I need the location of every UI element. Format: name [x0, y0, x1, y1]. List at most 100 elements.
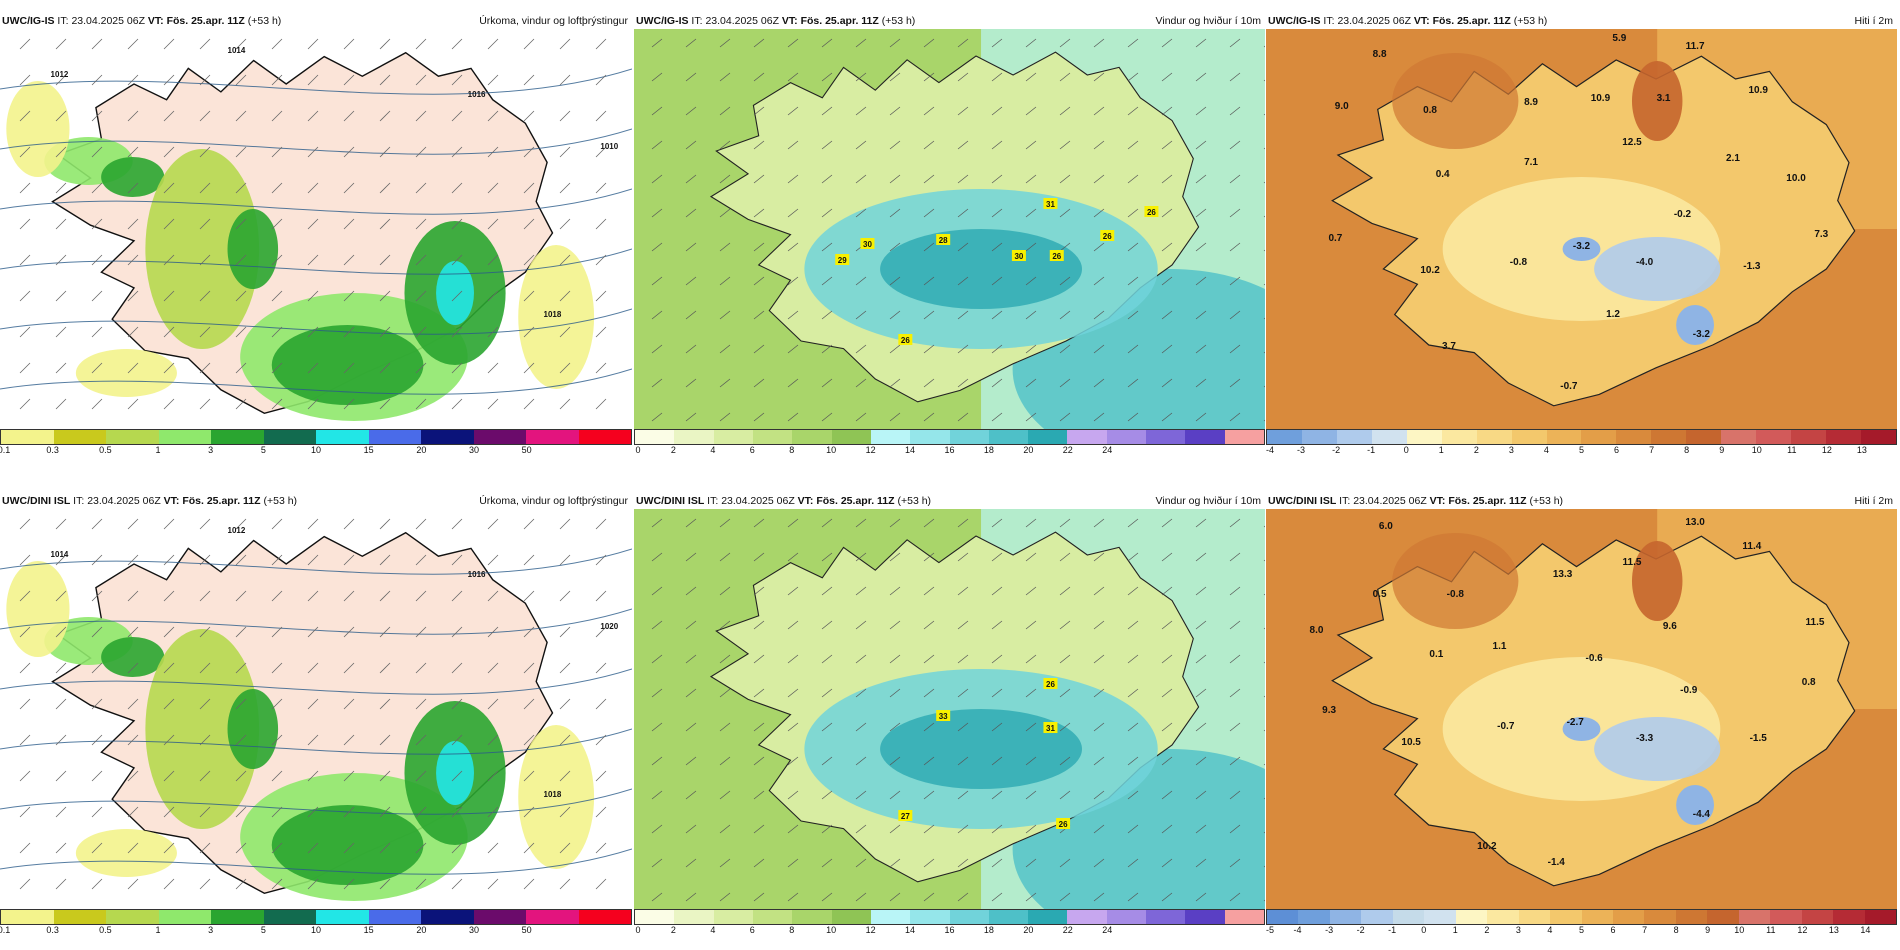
wind-arrow [685, 174, 697, 184]
colorbar-swatch [713, 430, 753, 444]
gust-label-bg [1043, 198, 1058, 209]
wind-barb [487, 218, 499, 230]
colorbar-swatch [368, 910, 421, 924]
wind-arrow [1025, 276, 1037, 286]
wind-arrow [889, 756, 901, 766]
wind-barb [199, 590, 211, 602]
map-temp: 6.0 13.0 11.4 0.5 -0.8 13.3 11.5 8.0 0.1 1.1 -0.6 9… [1266, 509, 1897, 909]
wind-arrow [1093, 106, 1105, 116]
wind-barb [91, 146, 103, 158]
gust-label-bg [1043, 722, 1058, 733]
wind-barb [523, 554, 535, 566]
colorbar-tick: 16 [944, 445, 955, 455]
glacier-cold-zone [1594, 237, 1721, 301]
colorbar-tick: 8 [1673, 925, 1679, 935]
it-label: IT: [1323, 15, 1335, 27]
wind-arrow [991, 344, 1003, 354]
wind-barb [343, 398, 355, 410]
wind-barb [199, 842, 211, 854]
wind-arrow [991, 824, 1003, 834]
colorbar-tick: 11 [1787, 445, 1797, 455]
isobar-label: 1016 [468, 570, 486, 579]
isobar-label: 1010 [600, 142, 618, 151]
wind-arrow [685, 208, 697, 218]
colorbar-swatch [1267, 430, 1302, 444]
wind-barb [451, 806, 463, 818]
wind-arrow [685, 72, 697, 82]
wind-arrow [991, 72, 1003, 82]
wind-barb [235, 398, 247, 410]
wind-arrow [1025, 344, 1037, 354]
wind-barb [451, 842, 463, 854]
colorbar-tick: 24 [1102, 445, 1113, 455]
wind-barb [91, 218, 103, 230]
wind-barb [235, 518, 247, 530]
wind-arrow [651, 586, 663, 596]
wind-arrow [1059, 276, 1071, 286]
wind-barb [307, 734, 319, 746]
wind-barb [91, 842, 103, 854]
wind-barb [559, 842, 571, 854]
colorbar-tick: 0 [1421, 925, 1427, 935]
wind-arrow [787, 276, 799, 286]
init-time: 23.04.2025 06Z [1337, 15, 1411, 27]
wind-barb [523, 590, 535, 602]
wind-arrow [957, 756, 969, 766]
colorbar-swatch [870, 910, 911, 924]
wind-arrow [753, 378, 765, 388]
wind-barb [559, 182, 571, 194]
wind-barb [127, 842, 139, 854]
wind-arrow [719, 892, 731, 902]
temp-zone [1631, 541, 1683, 621]
it-label: IT: [57, 15, 69, 27]
wind-arrow [1161, 756, 1173, 766]
wind-arrow [1059, 72, 1071, 82]
colorbar-swatch [1791, 430, 1826, 444]
wind-barb [55, 770, 67, 782]
wind-barb [595, 662, 607, 674]
panel-title: Hiti í 2m [1854, 15, 1893, 27]
wind-barb [559, 218, 571, 230]
colorbar-tick: 30 [468, 925, 480, 935]
gust-label-bg [936, 710, 951, 721]
colorbar-swatch [526, 430, 579, 444]
wind-arrow [1161, 858, 1173, 868]
wind-barb [307, 770, 319, 782]
wind-arrow [787, 654, 799, 664]
colorbar-swatch [910, 430, 950, 444]
wind-barb [55, 182, 67, 194]
temp-label: -1.4 [1548, 857, 1566, 868]
wind-arrow [719, 174, 731, 184]
colorbar-tick: -5 [1265, 925, 1275, 935]
it-label: IT: [707, 495, 719, 507]
wind-arrow [1229, 72, 1241, 82]
colorbar-tick: 20 [1023, 445, 1034, 455]
wind-arrow [957, 620, 969, 630]
wind-barb [199, 74, 211, 86]
wind-barb [55, 290, 67, 302]
wind-arrow [1059, 310, 1071, 320]
wind-arrow [1093, 378, 1105, 388]
colorbar-swatch [1301, 430, 1337, 444]
wind-arrow [821, 344, 833, 354]
wind-barb [127, 218, 139, 230]
wind-arrow [1195, 208, 1207, 218]
wind-arrow [1161, 824, 1173, 834]
init-time: 23.04.2025 06Z [87, 495, 161, 507]
precip-area [6, 81, 70, 177]
colorbar-tick: 0.1 [0, 925, 11, 935]
wind-barb [415, 254, 427, 266]
wind-barb [595, 146, 607, 158]
wind-arrow [1059, 790, 1071, 800]
wind-barb [559, 878, 571, 890]
wind-arrow [821, 620, 833, 630]
wind-barb [235, 218, 247, 230]
wind-barb [379, 38, 391, 50]
precip-area [75, 829, 177, 877]
wind-barb [307, 626, 319, 638]
colorbar-tick: 8 [789, 925, 795, 935]
wind-barb [559, 770, 571, 782]
wind-arrow [821, 858, 833, 868]
wind-arrow [685, 378, 697, 388]
wind-arrow [1127, 654, 1139, 664]
